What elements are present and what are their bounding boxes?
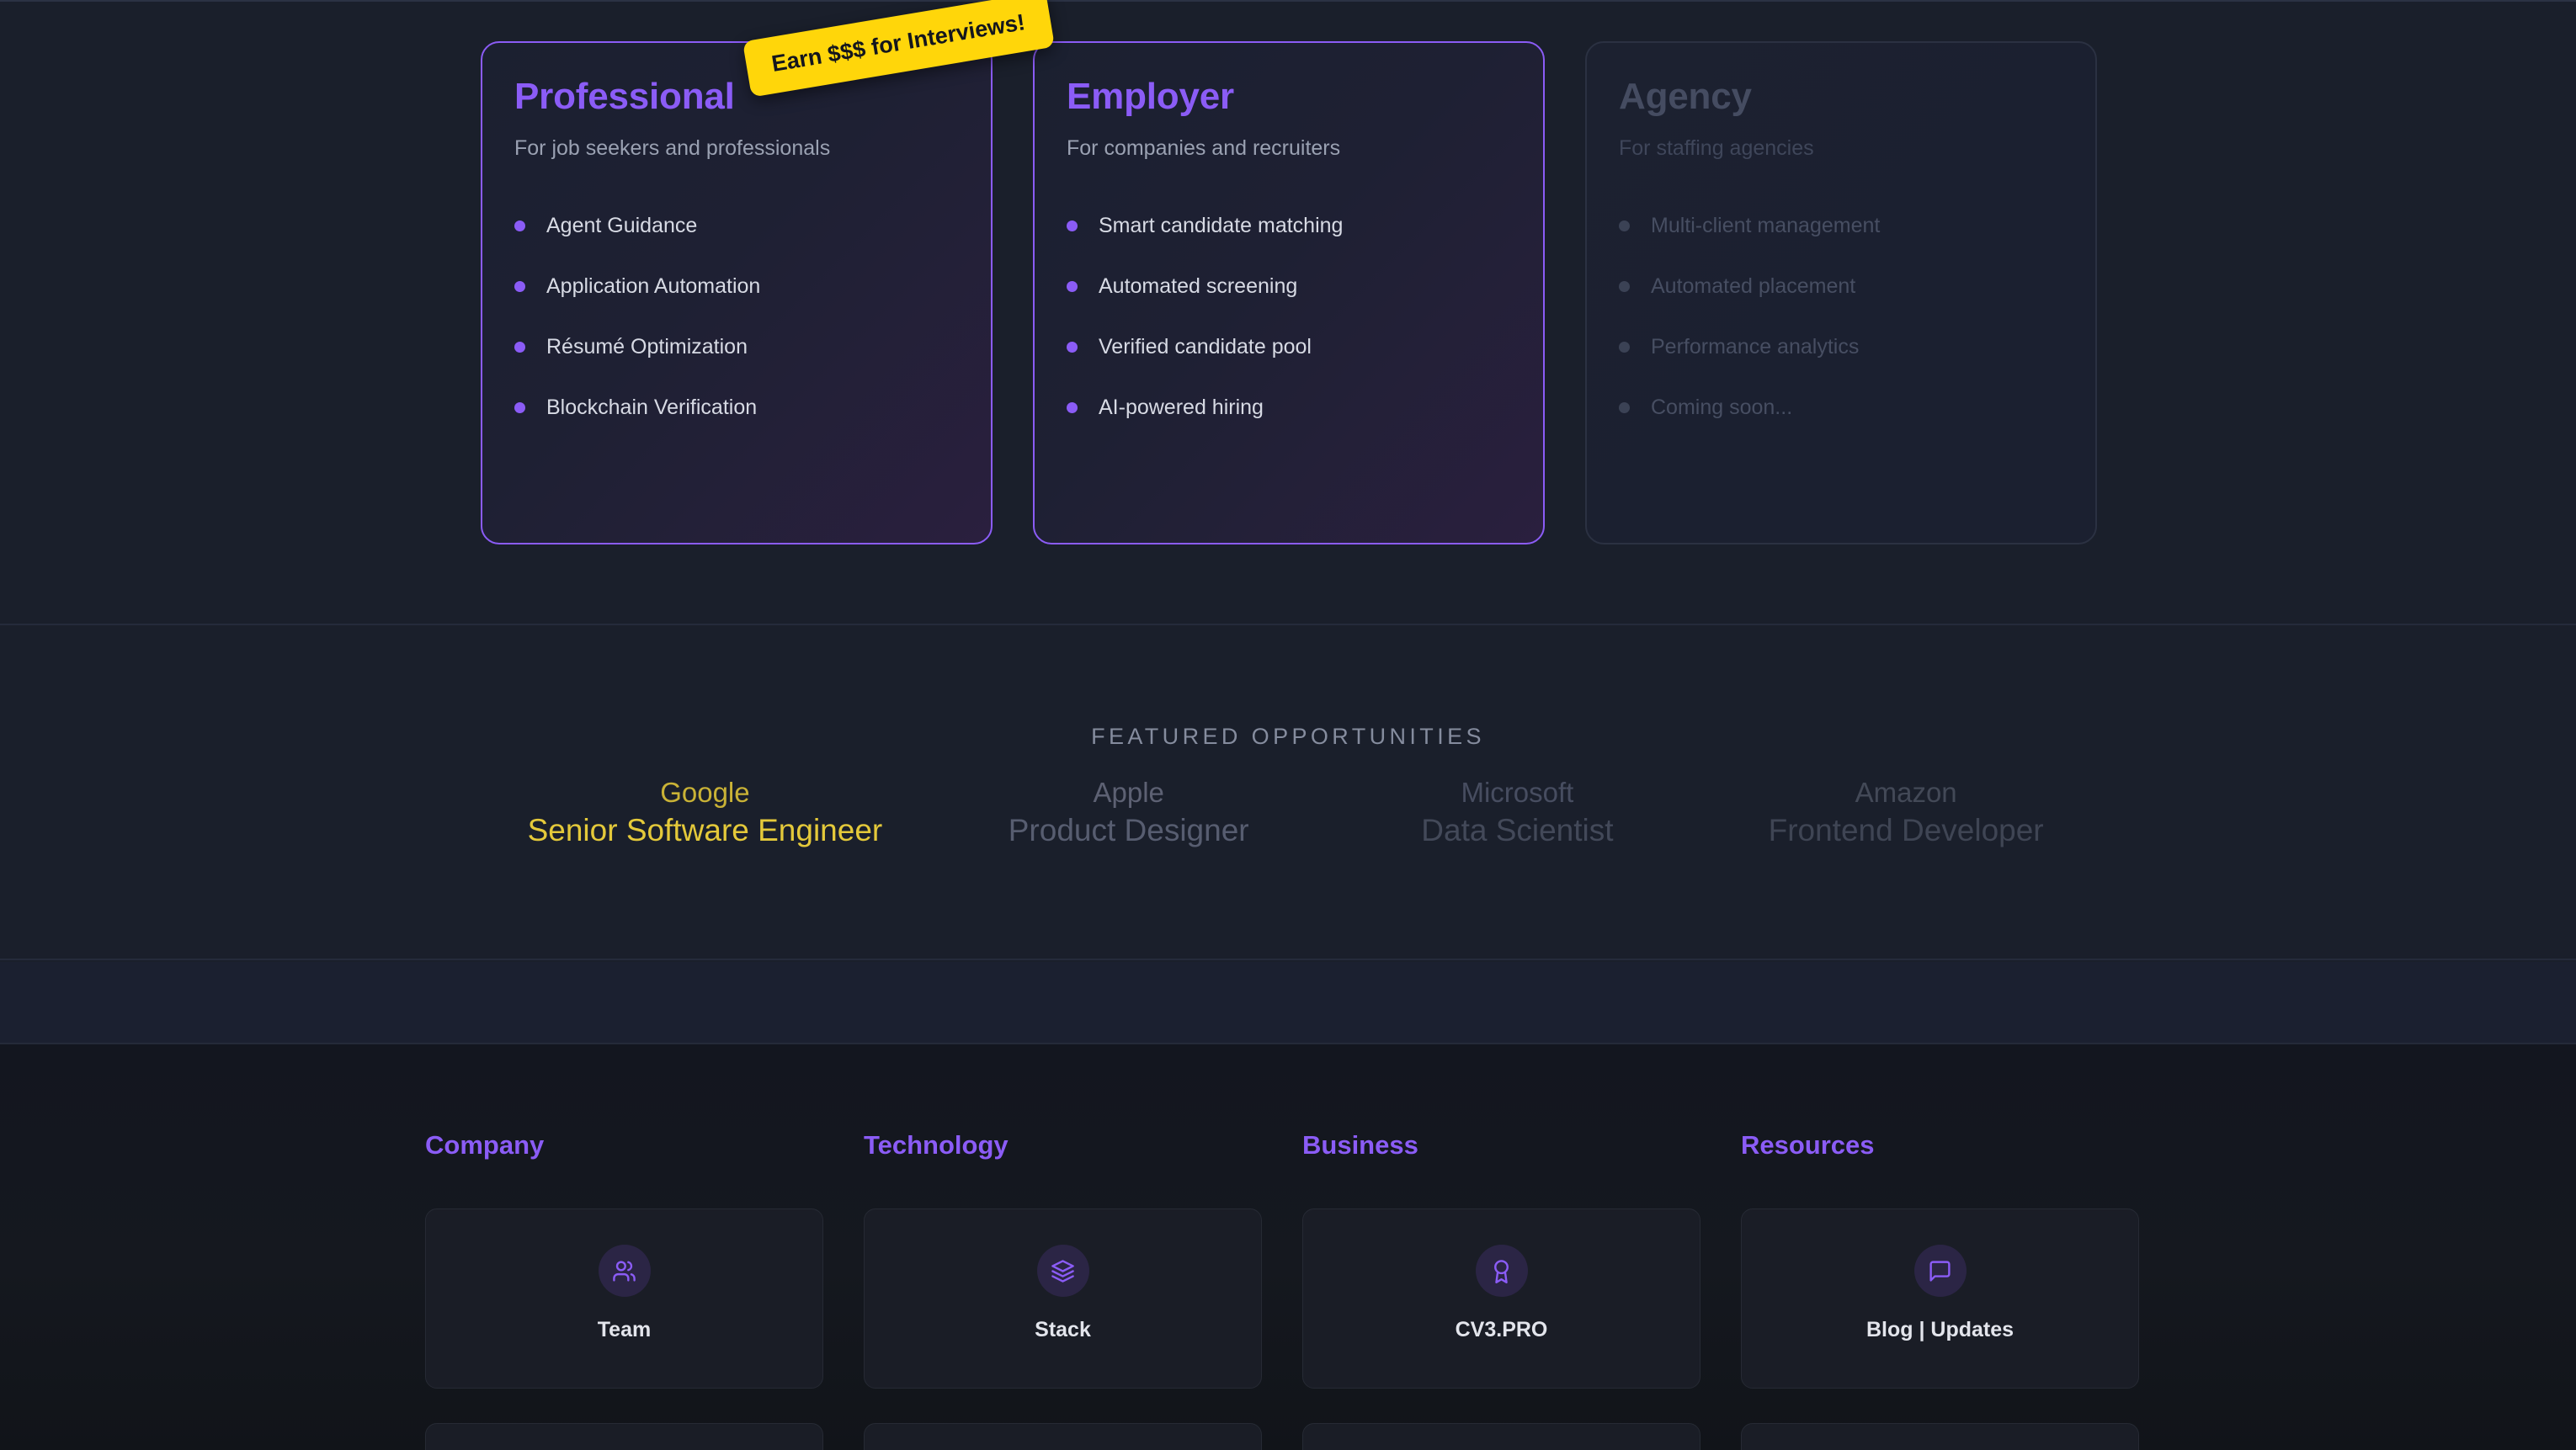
featured-item-apple[interactable]: Apple Product Designer bbox=[934, 775, 1323, 851]
footer-card-label: CV3.PRO bbox=[1455, 1318, 1548, 1341]
featured-role: Product Designer bbox=[1008, 813, 1249, 848]
tier-feature-item: Coming soon... bbox=[1619, 377, 2063, 438]
tier-card-employer[interactable]: Employer For companies and recruiters Sm… bbox=[1033, 41, 1545, 544]
footer-card-label: Stack bbox=[1035, 1318, 1091, 1341]
tier-feature-item: Multi-client management bbox=[1619, 195, 2063, 256]
featured-company: Microsoft bbox=[1461, 777, 1574, 808]
featured-company: Google bbox=[660, 777, 750, 808]
tier-feature-item: Automated screening bbox=[1067, 256, 1511, 316]
tier-feature-label: Blockchain Verification bbox=[546, 395, 758, 419]
footer-card-label: Blog | Updates bbox=[1865, 1318, 2014, 1341]
tier-cards-section: Professional For job seekers and profess… bbox=[0, 0, 2576, 624]
bullet-icon bbox=[1619, 401, 1630, 413]
footer-column-title: Technology bbox=[864, 1130, 1009, 1160]
tier-feature-label: Automated screening bbox=[1099, 274, 1298, 298]
tier-card-professional[interactable]: Professional For job seekers and profess… bbox=[481, 41, 993, 544]
bullet-icon bbox=[1067, 280, 1078, 292]
message-square-icon bbox=[1913, 1245, 1967, 1297]
tier-card-agency: Agency For staffing agencies Multi-clien… bbox=[1585, 41, 2097, 544]
featured-opportunities-section: FEATURED OPPORTUNITIES Google Senior Sof… bbox=[0, 624, 2576, 960]
layers-icon bbox=[1036, 1245, 1089, 1297]
tier-feature-item: Smart candidate matching bbox=[1067, 195, 1511, 256]
featured-item-google[interactable]: Google Senior Software Engineer bbox=[476, 775, 934, 851]
users-icon bbox=[598, 1245, 651, 1297]
top-divider bbox=[0, 0, 2576, 2]
section-spacer-band bbox=[0, 962, 2576, 1044]
featured-role: Data Scientist bbox=[1421, 813, 1614, 848]
tier-feature-item: Blockchain Verification bbox=[514, 377, 959, 438]
tier-feature-item: Résumé Optimization bbox=[514, 316, 959, 377]
footer-card-secondary[interactable] bbox=[1302, 1423, 1700, 1450]
footer-card-label: Team bbox=[597, 1318, 652, 1341]
tier-feature-label: Smart candidate matching bbox=[1099, 213, 1344, 237]
tier-feature-label: Agent Guidance bbox=[546, 213, 698, 237]
footer-column-technology: Technology Stack bbox=[864, 1132, 1262, 1450]
featured-company: Amazon bbox=[1855, 777, 1957, 808]
footer-card-secondary[interactable] bbox=[425, 1423, 823, 1450]
tier-feature-item: Automated placement bbox=[1619, 256, 2063, 316]
bullet-icon bbox=[1067, 401, 1078, 413]
footer-card-blog-updates[interactable]: Blog | Updates bbox=[1741, 1208, 2139, 1389]
footer-columns: Company Team Technology bbox=[425, 1132, 2151, 1450]
footer-card-stack[interactable]: Stack bbox=[864, 1208, 1262, 1389]
tier-subtitle: For job seekers and professionals bbox=[514, 136, 831, 160]
bullet-icon bbox=[514, 280, 525, 292]
tier-subtitle: For staffing agencies bbox=[1619, 136, 1814, 160]
footer-card-secondary[interactable] bbox=[1741, 1423, 2139, 1450]
bullet-icon bbox=[514, 401, 525, 413]
bullet-icon bbox=[1619, 280, 1630, 292]
footer-column-business: Business CV3.PRO bbox=[1302, 1132, 1700, 1450]
tier-feature-item: AI-powered hiring bbox=[1067, 377, 1511, 438]
footer-column-resources: Resources Blog | Updates bbox=[1741, 1132, 2139, 1450]
tier-title: Professional bbox=[514, 76, 735, 117]
award-icon bbox=[1475, 1245, 1528, 1297]
footer-column-title: Resources bbox=[1741, 1130, 1875, 1160]
bullet-icon bbox=[1067, 220, 1078, 231]
tier-feature-label: AI-powered hiring bbox=[1099, 395, 1264, 419]
bullet-icon bbox=[1067, 341, 1078, 353]
tier-title: Agency bbox=[1619, 76, 1752, 117]
tier-cards-row: Professional For job seekers and profess… bbox=[481, 41, 2097, 544]
tier-feature-label: Coming soon... bbox=[1651, 395, 1793, 419]
bullet-icon bbox=[514, 220, 525, 231]
tier-subtitle: For companies and recruiters bbox=[1067, 136, 1341, 160]
featured-role: Senior Software Engineer bbox=[527, 813, 883, 848]
footer-section: Company Team Technology bbox=[0, 1044, 2576, 1450]
featured-role: Frontend Developer bbox=[1768, 813, 2044, 848]
footer-card-team[interactable]: Team bbox=[425, 1208, 823, 1389]
tier-feature-label: Automated placement bbox=[1651, 274, 1856, 298]
tier-feature-item: Performance analytics bbox=[1619, 316, 2063, 377]
footer-card-cv3pro[interactable]: CV3.PRO bbox=[1302, 1208, 1700, 1389]
tier-feature-item: Agent Guidance bbox=[514, 195, 959, 256]
tier-feature-item: Verified candidate pool bbox=[1067, 316, 1511, 377]
featured-opportunities-row: Google Senior Software Engineer Apple Pr… bbox=[476, 775, 2100, 851]
tier-title: Employer bbox=[1067, 76, 1234, 117]
bullet-icon bbox=[514, 341, 525, 353]
featured-heading: FEATURED OPPORTUNITIES bbox=[1091, 724, 1485, 749]
tier-feature-item: Application Automation bbox=[514, 256, 959, 316]
bullet-icon bbox=[1619, 341, 1630, 353]
featured-company: Apple bbox=[1093, 777, 1164, 808]
tier-feature-list: Multi-client management Automated placem… bbox=[1619, 195, 2063, 438]
featured-item-microsoft[interactable]: Microsoft Data Scientist bbox=[1323, 775, 1712, 851]
footer-column-title: Company bbox=[425, 1130, 545, 1160]
featured-item-amazon[interactable]: Amazon Frontend Developer bbox=[1711, 775, 2100, 851]
tier-feature-label: Verified candidate pool bbox=[1099, 334, 1312, 359]
footer-column-title: Business bbox=[1302, 1130, 1418, 1160]
tier-feature-label: Performance analytics bbox=[1651, 334, 1860, 359]
footer-card-secondary[interactable] bbox=[864, 1423, 1262, 1450]
tier-feature-label: Résumé Optimization bbox=[546, 334, 748, 359]
tier-feature-label: Application Automation bbox=[546, 274, 761, 298]
footer-column-company: Company Team bbox=[425, 1132, 823, 1450]
tier-feature-list: Agent Guidance Application Automation Ré… bbox=[514, 195, 959, 438]
tier-feature-list: Smart candidate matching Automated scree… bbox=[1067, 195, 1511, 438]
bullet-icon bbox=[1619, 220, 1630, 231]
tier-feature-label: Multi-client management bbox=[1651, 213, 1881, 237]
